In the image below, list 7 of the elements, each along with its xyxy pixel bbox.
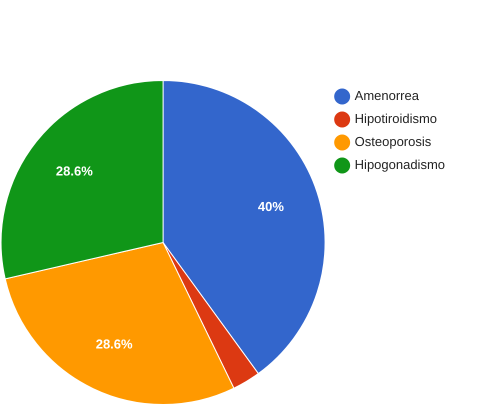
legend-label: Osteoporosis [354, 134, 432, 150]
legend-label: Amenorrea [354, 88, 420, 104]
data-label: 28.6% [96, 336, 134, 352]
data-label: 28.6% [56, 163, 94, 178]
legend-label: Hipogonadismo [354, 157, 446, 172]
data-label: 40% [258, 199, 284, 214]
legend-label: Hipotiroidismo [354, 111, 438, 126]
